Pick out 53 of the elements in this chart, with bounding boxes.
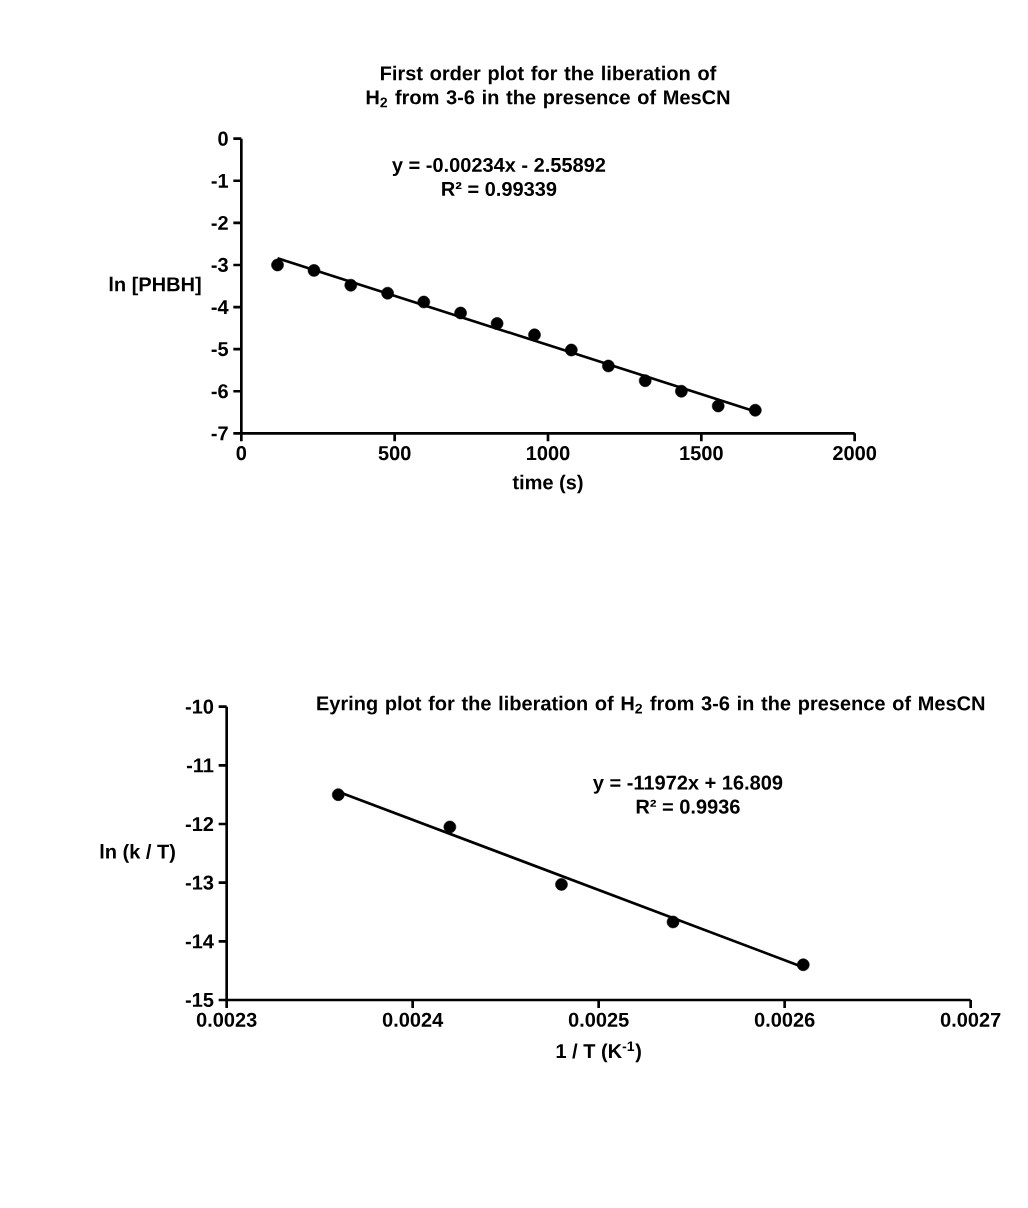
y-axis-title: ln [PHBH] <box>109 276 201 296</box>
y-tick-label: -3 <box>211 257 228 273</box>
point <box>344 278 358 292</box>
y-tick-label: -12 <box>185 817 214 831</box>
y-axis-title: ln (k / T) <box>100 844 175 863</box>
y-tick-label: -7 <box>211 426 228 441</box>
point <box>796 958 810 972</box>
y-tick-label: -6 <box>211 384 228 399</box>
x-tick-label: 0.0027 <box>940 1012 1001 1027</box>
point <box>565 343 578 357</box>
y-tick-label: -1 <box>211 173 229 188</box>
point <box>602 359 615 373</box>
x-tick-label: 1000 <box>527 446 570 461</box>
x-axis-title: time (s) <box>512 474 583 494</box>
annotation: y = -0.00234x - 2.55892 <box>392 157 606 177</box>
annotation: R² = 0.9936 <box>636 799 740 814</box>
point <box>490 317 504 330</box>
y-tick-label: -2 <box>211 215 228 230</box>
y-tick-label: -4 <box>211 300 229 314</box>
point <box>555 878 568 891</box>
x-tick-label: 0.0025 <box>568 1012 629 1027</box>
point <box>271 258 284 272</box>
x-tick-label: 0.0023 <box>196 1012 257 1027</box>
y-tick-label: -10 <box>185 699 214 714</box>
point <box>417 295 431 309</box>
x-tick-label: 500 <box>378 446 411 461</box>
x-tick-label: 1500 <box>680 446 723 461</box>
point <box>675 384 688 398</box>
x-axis-title: 1 / T (K$^{-1}$) <box>556 1041 641 1063</box>
x-tick-label: 0 <box>236 446 247 461</box>
point <box>638 374 652 387</box>
chart-title: First order plot for the liberation of H$_{2}$ from 3-6 in the presence of MesCN <box>366 65 730 109</box>
x-tick-label: 2000 <box>833 446 877 461</box>
point <box>443 820 457 834</box>
point <box>749 403 762 417</box>
chart-title: Eyring plot for the liberation of H$_{2}$ from 3-6 in the presence of MesCN <box>317 695 985 715</box>
y-tick-label: -14 <box>185 934 214 949</box>
annotation: y = -11972x + 16.809 <box>592 775 783 794</box>
annotation: R² = 0.99339 <box>442 181 557 197</box>
point <box>454 306 467 320</box>
x-tick-label: 0.0026 <box>754 1012 815 1027</box>
x-tick-label: 0.0024 <box>382 1012 444 1027</box>
point <box>711 399 725 413</box>
y-tick-label: -13 <box>185 875 214 890</box>
point <box>331 788 345 801</box>
y-tick-label: -11 <box>186 758 214 773</box>
point <box>528 328 541 342</box>
y-tick-label: -15 <box>185 993 214 1007</box>
point <box>381 286 394 300</box>
point <box>307 264 321 277</box>
y-tick-label: 0 <box>218 131 228 146</box>
y-tick-label: -5 <box>211 342 229 357</box>
point <box>666 915 680 929</box>
